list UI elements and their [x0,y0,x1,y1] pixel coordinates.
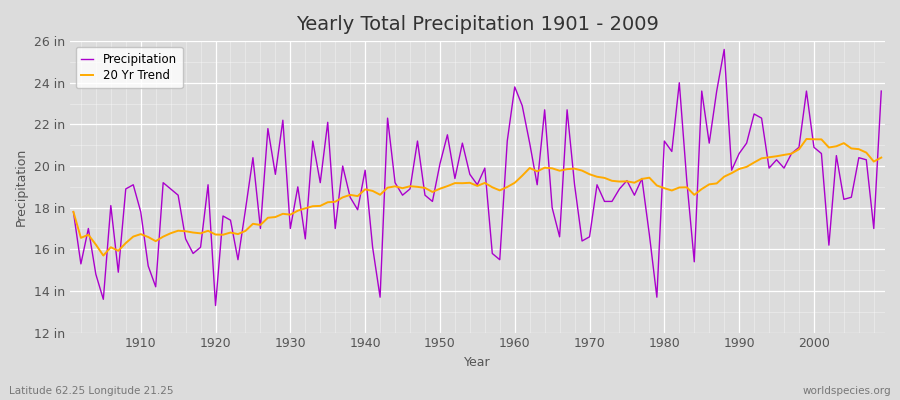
Text: Latitude 62.25 Longitude 21.25: Latitude 62.25 Longitude 21.25 [9,386,174,396]
Line: 20 Yr Trend: 20 Yr Trend [74,139,881,256]
20 Yr Trend [607,178,617,183]
Title: Yearly Total Precipitation 1901 - 2009: Yearly Total Precipitation 1901 - 2009 [296,15,659,34]
20 Yr Trend [876,155,886,160]
20 Yr Trend [68,210,79,214]
20 Yr Trend [801,136,812,141]
20 Yr Trend [98,253,109,258]
Text: worldspecies.org: worldspecies.org [803,386,891,396]
Precipitation [68,210,79,214]
Precipitation [517,103,527,108]
Precipitation [607,199,617,204]
Precipitation [210,303,220,308]
Precipitation [876,89,886,94]
Precipitation [509,84,520,89]
Legend: Precipitation, 20 Yr Trend: Precipitation, 20 Yr Trend [76,47,183,88]
Line: Precipitation: Precipitation [74,50,881,306]
Y-axis label: Precipitation: Precipitation [15,148,28,226]
20 Yr Trend [135,232,146,236]
20 Yr Trend [509,180,520,185]
Precipitation [300,236,310,241]
Precipitation [719,47,730,52]
X-axis label: Year: Year [464,356,491,369]
20 Yr Trend [345,192,356,197]
20 Yr Trend [517,173,527,178]
20 Yr Trend [300,206,310,211]
Precipitation [345,195,356,200]
Precipitation [128,182,139,187]
